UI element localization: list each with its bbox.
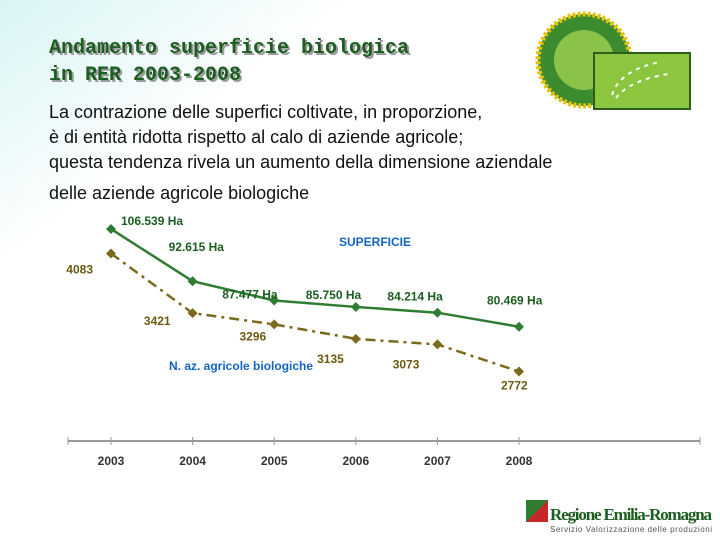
point [514, 366, 524, 377]
point [187, 308, 198, 319]
data-label: 3296 [239, 329, 266, 343]
body-text: La contrazione delle superfici coltivate… [49, 102, 482, 122]
series-line [110, 252, 520, 373]
x-tick-label: 2003 [98, 454, 125, 468]
point [350, 301, 361, 312]
data-label: 2772 [501, 379, 528, 393]
data-label: 3421 [144, 314, 171, 328]
data-label: 106.539 Ha [121, 214, 183, 228]
point [106, 248, 116, 259]
point [514, 321, 524, 332]
data-label: 92.615 Ha [169, 240, 225, 254]
point [350, 333, 361, 344]
data-label: 80.469 Ha [487, 294, 543, 308]
title-shadow: in RER 2003-2008 [51, 66, 243, 89]
series-name: N. az. agricole biologiche [169, 359, 313, 373]
x-tick-label: 2005 [261, 454, 288, 468]
point [187, 276, 198, 287]
point [432, 307, 443, 318]
data-label: 85.750 Ha [306, 288, 362, 302]
point [106, 223, 116, 234]
region-tagline: Servizio Valorizzazione delle produzioni [550, 525, 712, 534]
data-label: 84.214 Ha [387, 290, 443, 304]
x-tick-label: 2007 [424, 454, 451, 468]
data-label: 87.477 Ha [222, 287, 278, 301]
title: Andamento superficie biologica [49, 37, 409, 60]
body-text: è di entità ridotta rispetto al calo di … [49, 127, 463, 147]
region-name: Regione Emilia-Romagna [550, 505, 713, 524]
data-label: 3135 [317, 352, 344, 366]
eu-organic-logo [535, 11, 691, 110]
series-name: SUPERFICIE [339, 235, 411, 249]
x-tick-label: 2004 [179, 454, 206, 468]
point [269, 295, 280, 306]
title-shadow: Andamento superficie biologica [51, 39, 411, 62]
point [432, 339, 443, 350]
series-line [110, 227, 520, 328]
body-text: delle aziende agricole biologiche [49, 183, 309, 203]
region-logo: Regione Emilia-Romagna Servizio Valorizz… [526, 500, 713, 534]
x-tick-label: 2006 [342, 454, 369, 468]
body-text: questa tendenza rivela un aumento della … [49, 152, 552, 172]
data-label: 4083 [66, 263, 93, 277]
x-tick-label: 2008 [506, 454, 533, 468]
title: in RER 2003-2008 [49, 64, 241, 87]
point [269, 319, 280, 330]
data-label: 3073 [393, 357, 420, 371]
